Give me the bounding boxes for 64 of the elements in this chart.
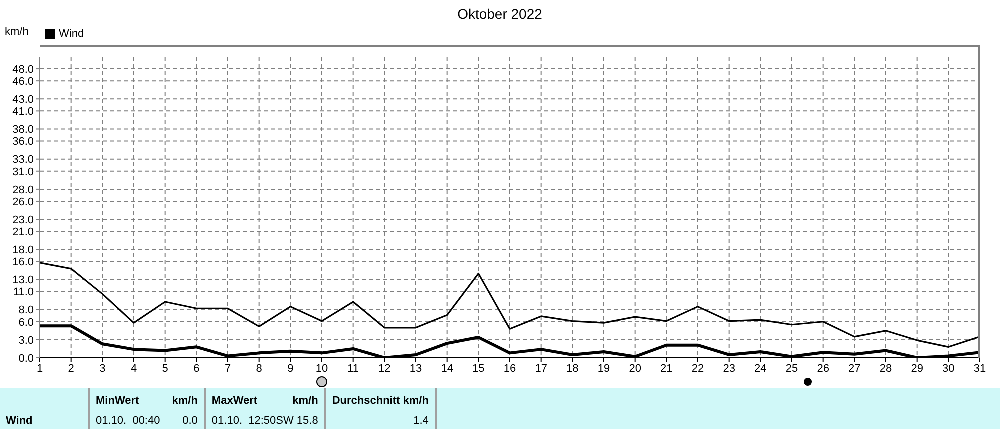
y-tick-label: 13.0 <box>12 274 34 287</box>
x-tick-label: 13 <box>410 362 422 375</box>
x-tick-label: 31 <box>974 362 986 375</box>
y-tick-label: 16.0 <box>12 256 34 269</box>
y-tick-label: 11.0 <box>13 286 34 299</box>
x-tick-label: 7 <box>224 362 232 375</box>
y-tick-label: 41.0 <box>12 106 34 118</box>
legend-label: Wind <box>59 28 84 40</box>
y-tick-label: 48.0 <box>12 64 34 76</box>
x-tick-label: 22 <box>692 362 704 375</box>
y-tick-label: 6.0 <box>18 316 34 329</box>
x-tick-label: 10 <box>316 362 328 375</box>
x-tick-label: 9 <box>288 362 294 375</box>
chart-title: Oktober 2022 <box>456 6 544 22</box>
y-tick-label: 8.0 <box>18 304 34 317</box>
x-tick-label: 2 <box>68 362 74 375</box>
text: 01.10. 12:50SW 15.8 <box>204 408 326 429</box>
y-tick-label: 3.0 <box>18 334 34 347</box>
y-tick-label: 36.0 <box>12 136 34 148</box>
y-tick-label: 43.0 <box>12 94 34 106</box>
x-tick-label: 14 <box>441 362 454 375</box>
x-tick-label: 26 <box>817 362 830 375</box>
y-tick-label: 18.0 <box>12 244 34 257</box>
x-tick-label: 24 <box>754 362 767 375</box>
text: km/h <box>171 394 199 408</box>
x-tick-label: 11 <box>348 362 360 375</box>
x-tick-label: 1 <box>36 362 44 375</box>
x-tick-label: 17 <box>535 362 548 375</box>
x-tick-label: 20 <box>629 362 642 375</box>
x-tick-label: 4 <box>130 362 138 375</box>
x-tick-label: 21 <box>660 362 673 375</box>
y-tick-label: 28.0 <box>12 184 34 196</box>
y-tick-label: 31.0 <box>12 166 34 178</box>
text: 01.10. 00:40 <box>89 408 166 429</box>
x-tick-label: 27 <box>848 362 861 375</box>
x-tick-label: 25 <box>786 362 798 375</box>
text: MaxWert <box>204 388 278 408</box>
y-tick-label: 33.0 <box>12 154 34 166</box>
text: MinWert <box>89 388 166 408</box>
x-tick-label: 15 <box>472 362 485 375</box>
y-tick-label: 0.0 <box>18 352 34 365</box>
y-tick-label: 26.0 <box>12 196 34 208</box>
text: Wind <box>5 414 34 429</box>
x-tick-label: 12 <box>378 362 391 375</box>
x-tick-label: 28 <box>880 362 892 375</box>
text: 0.0 <box>182 414 199 429</box>
x-tick-label: 16 <box>504 362 516 375</box>
text: km/h <box>292 394 320 408</box>
x-tick-label: 19 <box>598 362 610 375</box>
x-tick-label: 3 <box>100 362 106 375</box>
y-tick-label: 46.0 <box>12 76 34 88</box>
x-tick-label: 30 <box>942 362 955 375</box>
x-tick-label: 23 <box>723 362 736 375</box>
x-tick-label: 5 <box>162 362 168 375</box>
y-tick-label: 21.0 <box>12 226 34 238</box>
text: 1.4 <box>325 408 436 429</box>
y-tick-label: 23.0 <box>12 214 34 226</box>
text: Durchschnitt km/h <box>325 388 436 408</box>
x-tick-label: 6 <box>194 362 200 375</box>
x-tick-label: 8 <box>256 362 262 375</box>
x-tick-label: 29 <box>911 362 924 375</box>
x-tick-label: 18 <box>566 362 579 375</box>
y-axis-title: km/h <box>5 26 29 38</box>
y-tick-label: 38.0 <box>12 124 34 136</box>
